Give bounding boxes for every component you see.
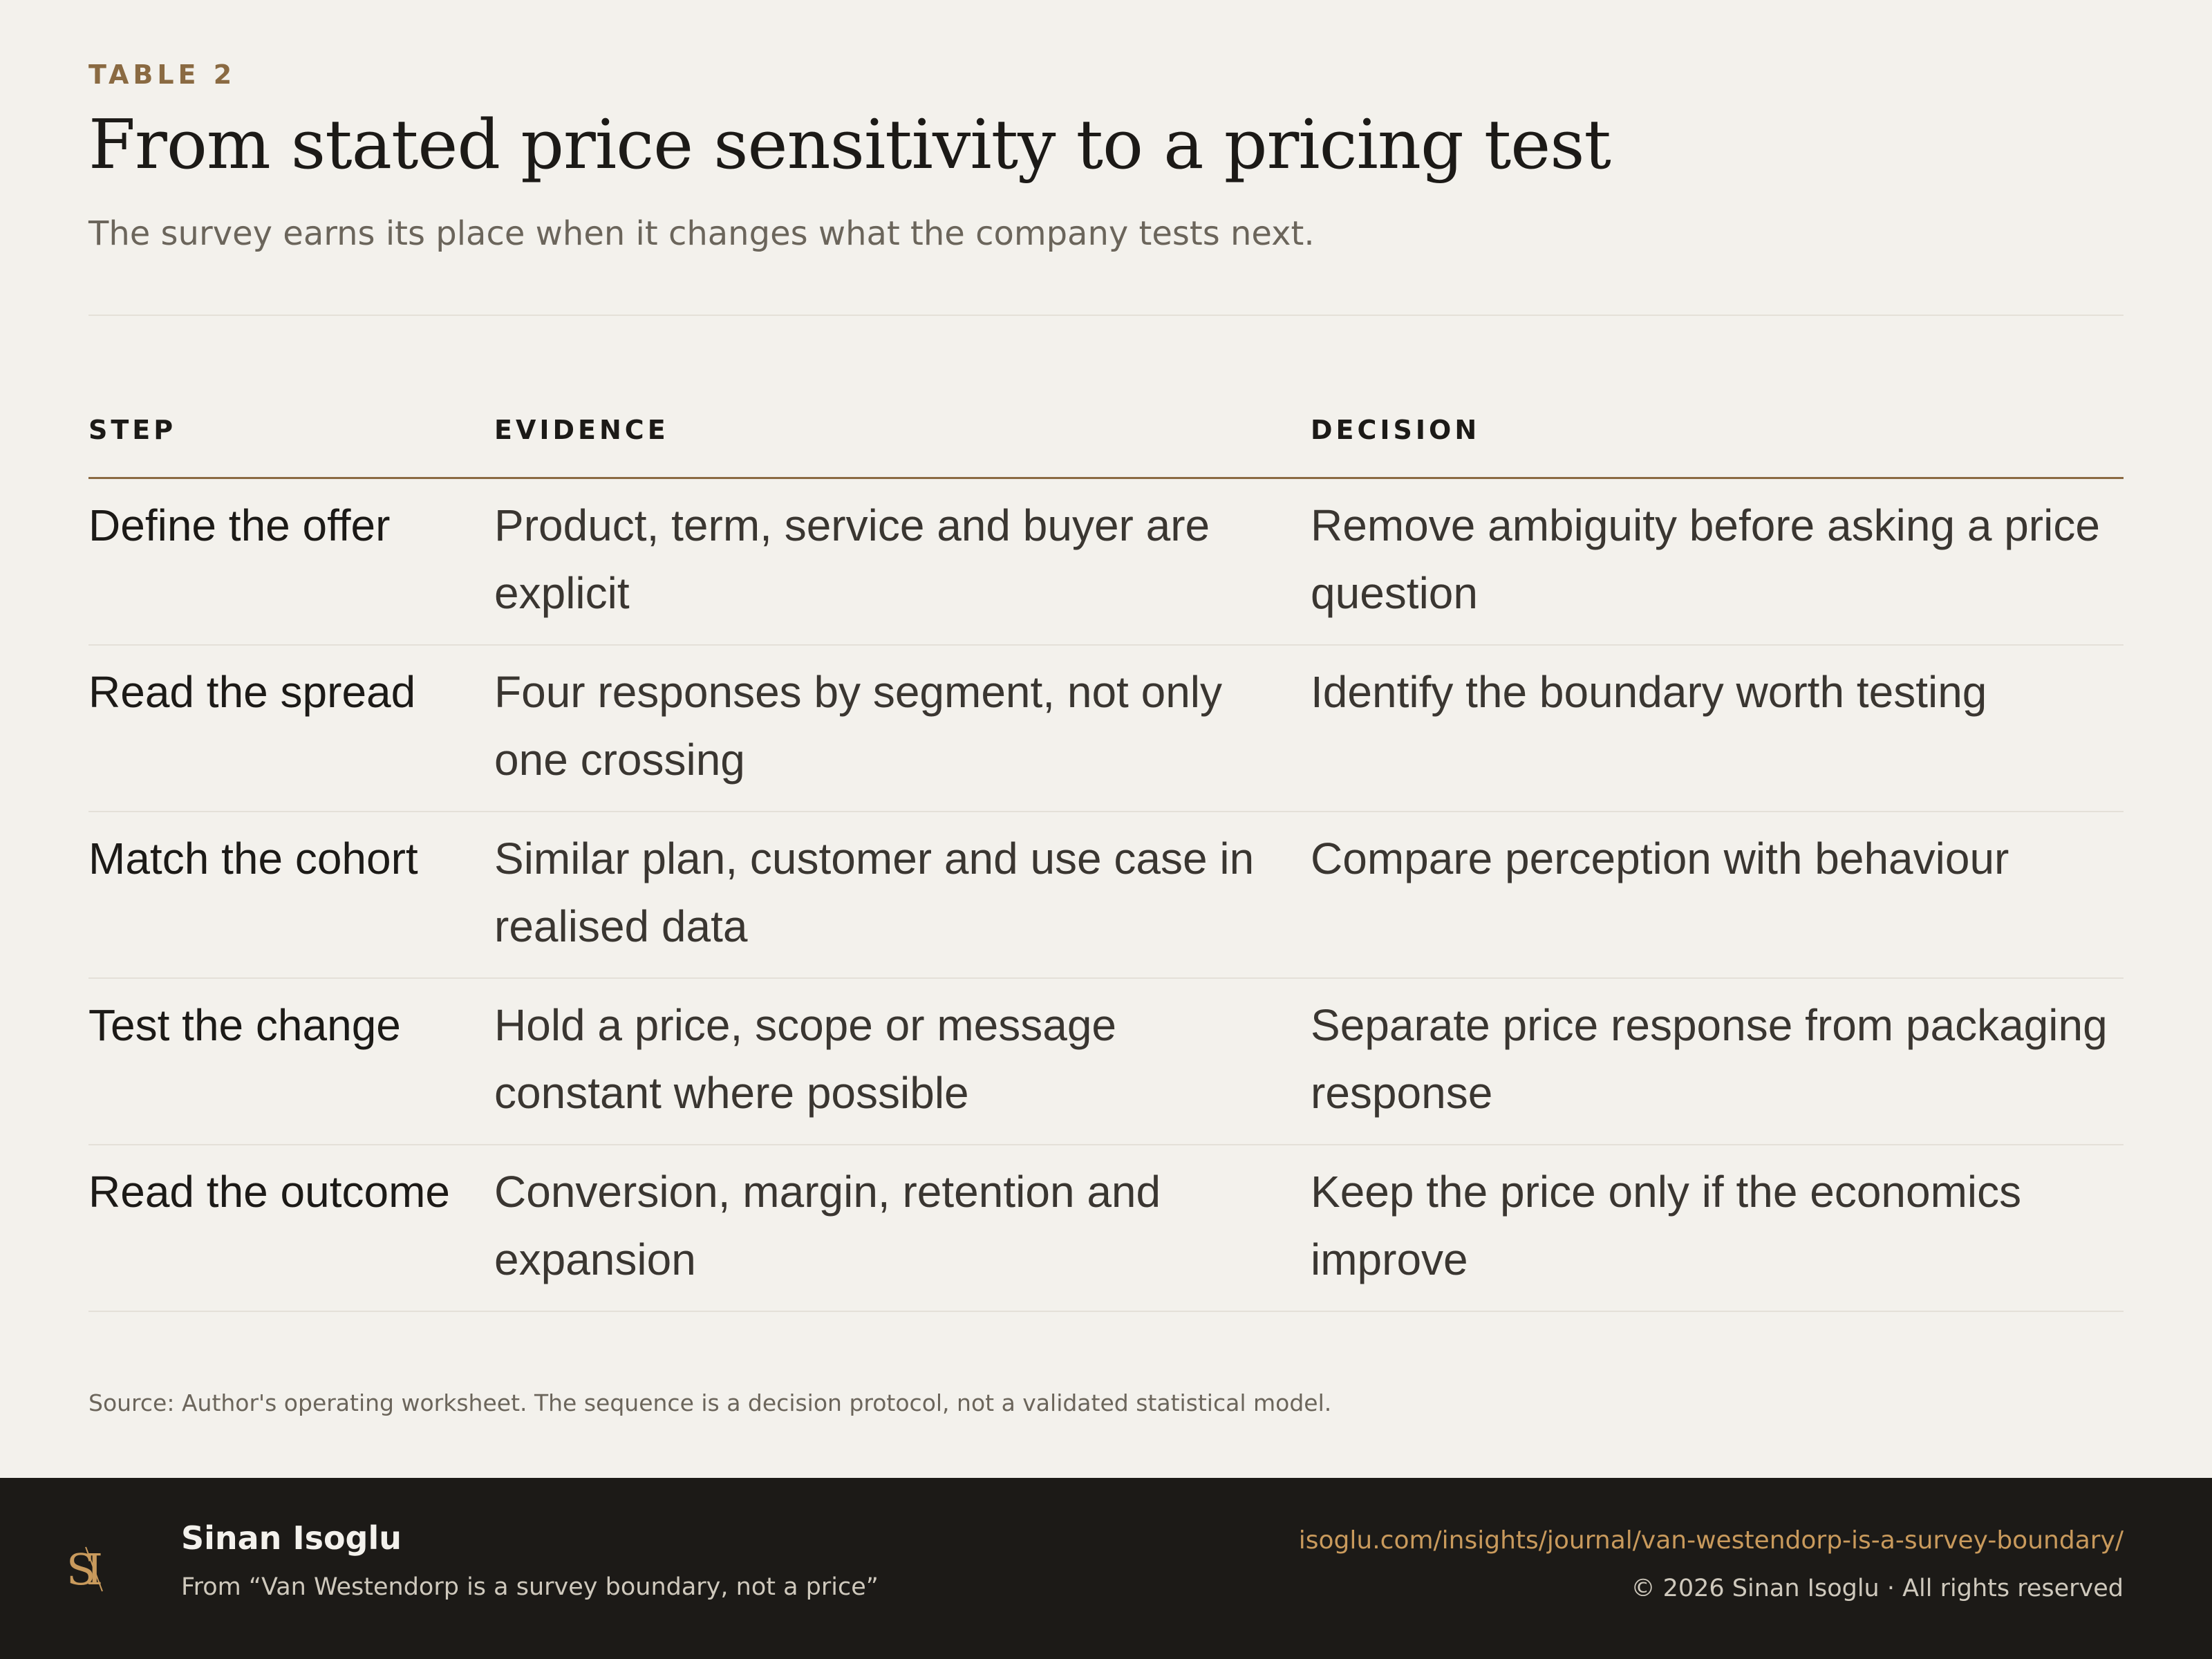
- footer: SI Sinan Isoglu From “Van Westendorp is …: [0, 1478, 2212, 1659]
- copyright-notice: © 2026 Sinan Isoglu · All rights reserve…: [1631, 1575, 2124, 1602]
- cell-step: Match the cohort: [88, 834, 418, 883]
- cell-evidence: Conversion, margin, retention and expans…: [494, 1167, 1161, 1284]
- article-reference: From “Van Westendorp is a survey boundar…: [181, 1573, 879, 1601]
- cell-decision: Compare perception with behaviour: [1311, 834, 2009, 883]
- cell-step: Read the spread: [88, 667, 416, 717]
- author-name: Sinan Isoglu: [181, 1519, 402, 1557]
- table-row: Test the change Hold a price, scope or m…: [88, 979, 2124, 1145]
- data-table: STEP EVIDENCE DECISION Define the offer …: [88, 408, 2124, 1312]
- cell-decision: Remove ambiguity before asking a price q…: [1311, 500, 2100, 618]
- table-header: STEP EVIDENCE DECISION: [88, 408, 2124, 479]
- cell-evidence: Four responses by segment, not only one …: [494, 667, 1222, 785]
- cell-step: Test the change: [88, 1000, 401, 1050]
- page-subtitle: The survey earns its place when it chang…: [88, 214, 1315, 253]
- monogram-logo-icon: SI: [66, 1544, 111, 1595]
- column-header-step: STEP: [88, 415, 177, 445]
- cell-evidence: Product, term, service and buyer are exp…: [494, 500, 1210, 618]
- cell-decision: Keep the price only if the economics imp…: [1311, 1167, 2022, 1284]
- cell-evidence: Similar plan, customer and use case in r…: [494, 834, 1255, 951]
- header-divider: [88, 315, 2124, 316]
- page-title: From stated price sensitivity to a prici…: [88, 106, 1611, 185]
- cell-step: Read the outcome: [88, 1167, 450, 1217]
- column-header-decision: DECISION: [1311, 415, 1481, 445]
- table-row: Define the offer Product, term, service …: [88, 479, 2124, 646]
- table-row: Match the cohort Similar plan, customer …: [88, 812, 2124, 979]
- table-eyebrow: TABLE 2: [88, 59, 236, 90]
- source-note: Source: Author's operating worksheet. Th…: [88, 1389, 1332, 1416]
- table-row: Read the spread Four responses by segmen…: [88, 646, 2124, 812]
- cell-decision: Separate price response from packaging r…: [1311, 1000, 2108, 1118]
- svg-text:SI: SI: [66, 1544, 101, 1595]
- column-header-evidence: EVIDENCE: [494, 415, 669, 445]
- cell-evidence: Hold a price, scope or message constant …: [494, 1000, 1116, 1118]
- article-link[interactable]: isoglu.com/insights/journal/van-westendo…: [1298, 1526, 2124, 1555]
- table-row: Read the outcome Conversion, margin, ret…: [88, 1145, 2124, 1312]
- cell-step: Define the offer: [88, 500, 391, 550]
- cell-decision: Identify the boundary worth testing: [1311, 667, 1987, 717]
